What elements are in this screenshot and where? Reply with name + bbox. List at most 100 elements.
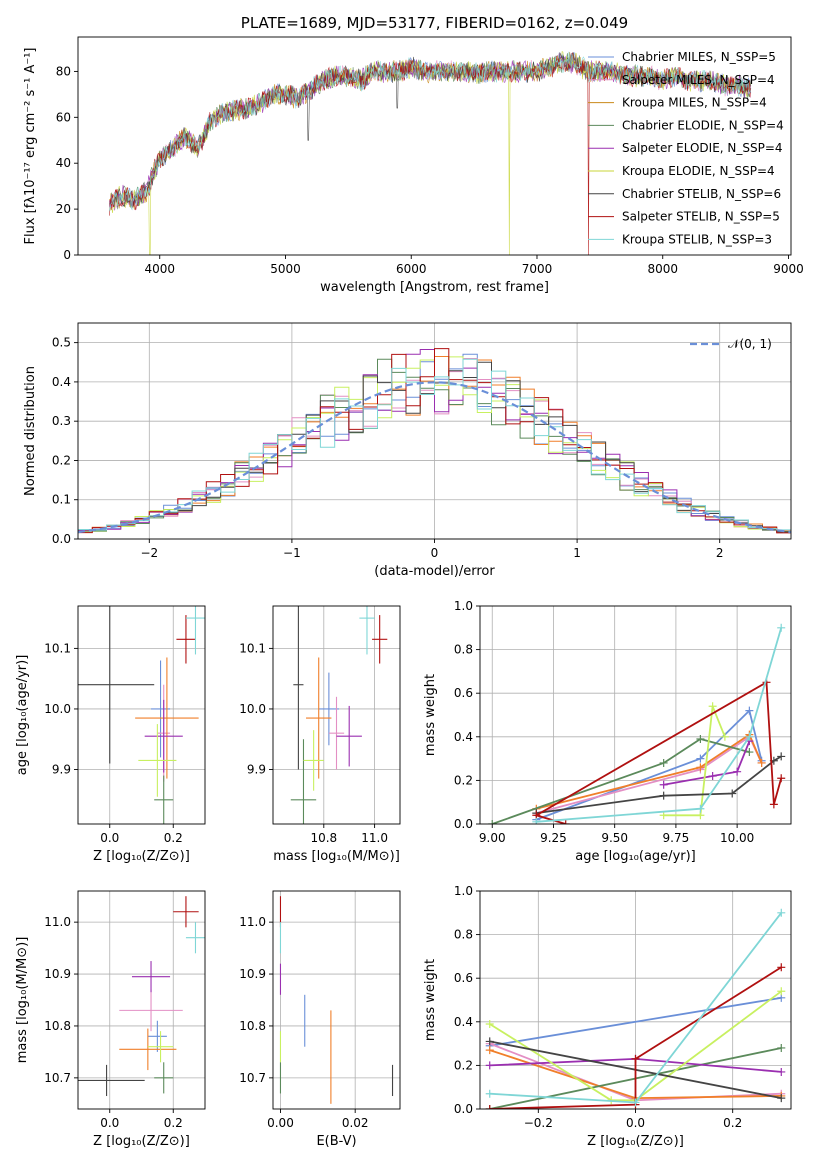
y-tick-label: 0.8 xyxy=(454,643,473,657)
x-axis-label: Z [log₁₀(Z/Z⊙)] xyxy=(93,1134,190,1149)
legend-label: Chabrier STELIB, N_SSP=6 xyxy=(622,187,781,201)
weight-lines xyxy=(488,623,786,824)
x-tick-label: 0.0 xyxy=(100,831,119,845)
spectrum-lines xyxy=(109,50,752,255)
plot-frame xyxy=(77,322,792,540)
y-tick-label: 0.2 xyxy=(454,773,473,787)
x-axis-label: Z [log₁₀(Z/Z⊙)] xyxy=(93,849,190,864)
y-tick-label: 9.9 xyxy=(52,763,71,777)
weight-marker xyxy=(757,758,766,767)
y-axis-label: age [log₁₀(age/yr)] xyxy=(15,655,30,776)
weight-marker xyxy=(485,1019,494,1028)
weight-marker xyxy=(485,1061,494,1070)
errorbar-point xyxy=(78,606,155,764)
errorbar-point xyxy=(303,730,324,791)
legend-label: 𝒩(0, 1) xyxy=(728,337,772,351)
weight-marker xyxy=(745,706,754,715)
weight-marker xyxy=(532,817,541,824)
x-tick-label: 6000 xyxy=(396,262,427,276)
y-axis-label: mass [log₁₀(M/M⊙)] xyxy=(15,937,30,1064)
y-tick-label: 1.0 xyxy=(454,884,473,898)
weight-marker xyxy=(777,963,786,972)
weight-marker xyxy=(659,780,668,789)
y-tick-label: 10.8 xyxy=(44,1019,71,1033)
errorbar-point xyxy=(185,606,205,655)
x-tick-label: 0 xyxy=(431,546,439,560)
histogram-series xyxy=(78,358,791,531)
x-tick-label: 9.50 xyxy=(601,831,628,845)
errorbar-point xyxy=(147,1031,174,1063)
errorbar-point xyxy=(119,989,183,1032)
x-tick-label: 9.25 xyxy=(540,831,567,845)
x-tick-label: 2 xyxy=(716,546,724,560)
y-tick-label: 0.8 xyxy=(454,928,473,942)
y-tick-label: 10.7 xyxy=(239,1071,266,1085)
errorbar-point xyxy=(138,724,177,797)
x-axis-label: E(B-V) xyxy=(316,1134,356,1149)
errorbar-point xyxy=(359,606,375,655)
x-tick-label: 0.00 xyxy=(267,1116,294,1130)
axes-age-vs-mass: 10.8 11.0 9.9 10.0 10.1 mass [log₁₀(M/M⊙)] xyxy=(239,605,401,864)
x-tick-label: 9.75 xyxy=(663,831,690,845)
errorbars xyxy=(78,896,205,1097)
weight-marker xyxy=(485,1046,494,1055)
y-tick-label: 0.4 xyxy=(52,375,71,389)
errorbar-point xyxy=(306,657,332,779)
errorbar-point xyxy=(154,775,174,824)
weight-marker xyxy=(696,754,705,763)
normal-reference-curve xyxy=(78,381,791,534)
errorbar-point xyxy=(336,705,362,767)
errorbar-point xyxy=(119,1028,177,1071)
axes-residuals: −2 −1 0 1 2 0.0 0.1 0.2 0.3 0.4 0.5 (data-model)/er… xyxy=(23,322,792,579)
y-tick-label: 9.9 xyxy=(247,763,266,777)
x-tick-label: 5000 xyxy=(270,262,301,276)
weight-marker xyxy=(745,748,754,757)
x-tick-label: −0.2 xyxy=(524,1116,553,1130)
x-axis-label: mass [log₁₀(M/M⊙)] xyxy=(273,849,400,864)
y-tick-label: 11.0 xyxy=(239,915,266,929)
y-tick-label: 10.9 xyxy=(239,967,266,981)
weight-marker xyxy=(769,800,778,809)
legend-label: Kroupa ELODIE, N_SSP=4 xyxy=(622,164,775,178)
weight-marker xyxy=(631,1054,640,1063)
y-tick-label: 11.0 xyxy=(44,915,71,929)
x-tick-label: −1 xyxy=(283,546,301,560)
errorbar-point xyxy=(78,1064,145,1097)
x-tick-label: 0.0 xyxy=(626,1116,645,1130)
legend-label: Chabrier MILES, N_SSP=5 xyxy=(622,50,776,64)
weight-marker xyxy=(733,767,742,776)
y-axis-label: mass weight xyxy=(423,959,438,1041)
y-tick-label: 1.0 xyxy=(454,599,473,613)
y-tick-label: 0.4 xyxy=(454,1015,473,1029)
y-tick-label: 0.3 xyxy=(52,414,71,428)
weight-marker xyxy=(696,763,705,772)
weight-marker xyxy=(485,1105,494,1109)
x-tick-label: 0.02 xyxy=(342,1116,369,1130)
plot-frame xyxy=(77,36,792,256)
weight-marker xyxy=(728,789,737,798)
x-tick-label: 11.0 xyxy=(361,831,388,845)
weight-lines xyxy=(485,908,786,1109)
weight-series xyxy=(491,738,750,824)
legend-label: Kroupa STELIB, N_SSP=3 xyxy=(622,232,772,246)
errorbar-point xyxy=(290,739,317,824)
weight-marker xyxy=(488,820,497,824)
y-tick-label: 0.4 xyxy=(454,730,473,744)
errorbar-point xyxy=(185,922,205,954)
y-tick-label: 10.8 xyxy=(239,1019,266,1033)
y-tick-label: 40 xyxy=(56,156,71,170)
plot-frame xyxy=(272,605,401,825)
x-tick-label: 1 xyxy=(573,546,581,560)
weight-marker xyxy=(777,1043,786,1052)
plot-frame xyxy=(77,890,206,1110)
errorbar-point xyxy=(293,606,304,770)
errorbar-point xyxy=(131,961,171,993)
y-tick-label: 0.0 xyxy=(454,817,473,831)
weight-marker xyxy=(777,623,786,632)
y-tick-label: 10.0 xyxy=(44,702,71,716)
weight-marker xyxy=(659,758,668,767)
y-tick-label: 10.0 xyxy=(239,702,266,716)
legend-label: Salpeter STELIB, N_SSP=5 xyxy=(622,210,780,224)
plot-frame xyxy=(479,890,792,1110)
weight-series xyxy=(489,990,782,1102)
